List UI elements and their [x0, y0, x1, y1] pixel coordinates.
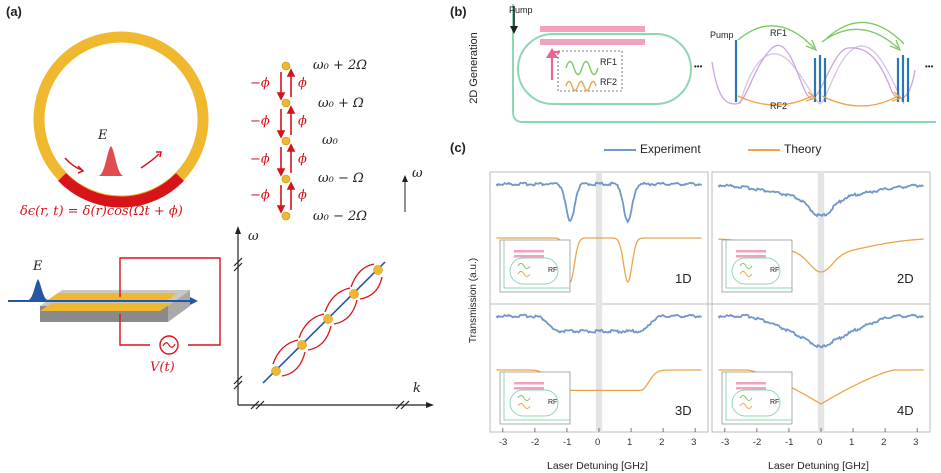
field-symbol-waveguide: E — [33, 259, 43, 274]
x-tick-label: -2 — [530, 437, 540, 448]
theory-trace-1 — [496, 237, 702, 284]
inset-rf-3d: RF — [548, 399, 558, 406]
dispersion-omega-label: ω — [248, 229, 259, 244]
experiment-trace-3 — [495, 313, 702, 335]
legend-experiment: Experiment — [640, 142, 701, 156]
ladder-left-phase-4: −ϕ — [250, 188, 270, 203]
legend-theory: Theory — [784, 142, 822, 156]
rf1-label: RF1 — [600, 57, 618, 67]
spectrum-rf2-label: RF2 — [770, 101, 788, 111]
spectrum-ellipsis-left: ••• — [694, 62, 703, 71]
ladder-left-phase-3: −ϕ — [250, 152, 270, 167]
dispersion-line — [262, 261, 386, 384]
drive-circuit — [119, 257, 221, 346]
panel-b-label: (b) — [450, 4, 467, 19]
pulse-shape-ring — [98, 146, 124, 176]
x-tick-label: -3 — [498, 437, 508, 448]
spectrum-ellipsis-right: ••• — [925, 62, 934, 71]
ladder-left-phase-2: −ϕ — [250, 114, 270, 129]
rf2-label: RF2 — [600, 77, 618, 87]
ladder-right-phase-1: ϕ — [298, 76, 307, 91]
experiment-trace-4 — [717, 313, 924, 349]
x-tick-label: 2 — [881, 437, 887, 448]
ladder-left-phase-1: −ϕ — [250, 76, 270, 91]
ladder-level-2: ω₀ + Ω — [318, 96, 364, 111]
c-xlabel-right: Laser Detuning [GHz] — [768, 460, 869, 472]
field-symbol-ring: E — [98, 128, 108, 143]
inset-diagram-1 — [499, 239, 571, 293]
inset-rf-4d: RF — [770, 399, 780, 406]
dim-label-1d: 1D — [675, 271, 692, 286]
ladder-omega-axis-label: ω — [412, 166, 423, 181]
theory-trace-4 — [718, 369, 924, 405]
voltage-label: V(t) — [150, 360, 175, 375]
ladder-level-4: ω₀ − Ω — [318, 171, 364, 186]
pump-input-label: Pump — [509, 5, 533, 15]
c-xlabel-left: Laser Detuning [GHz] — [547, 460, 648, 472]
x-tick-label: 0 — [595, 437, 601, 448]
inset-rf-2d: RF — [770, 267, 780, 274]
inset-rf-1d: RF — [548, 267, 558, 274]
electrode-bar-2 — [540, 39, 645, 45]
x-tick-label: 1 — [627, 437, 633, 448]
rf-box — [557, 50, 623, 92]
x-tick-label: -2 — [752, 437, 762, 448]
x-tick-label: 1 — [849, 437, 855, 448]
resonator-loop — [517, 33, 692, 105]
x-tick-label: -3 — [720, 437, 730, 448]
electrode-bar-1 — [540, 26, 645, 32]
ladder-level-1: ω₀ + 2Ω — [313, 58, 368, 73]
pulse-shape-waveguide — [28, 279, 48, 300]
electrode-bottom — [40, 303, 172, 311]
panel-c-label: (c) — [450, 140, 466, 155]
panel-a-label: (a) — [6, 4, 22, 19]
x-tick-label: 3 — [691, 437, 697, 448]
ladder-level-5: ω₀ − 2Ω — [313, 209, 368, 224]
modulated-section — [58, 173, 184, 208]
ladder-level-3: ω₀ — [322, 133, 338, 148]
experiment-trace-1 — [495, 181, 702, 224]
modulation-equation: δϵ(r, t) = δ(r)cos(Ωt + ϕ) — [20, 204, 183, 219]
inset-diagram-4 — [721, 371, 793, 425]
electrode-top — [46, 293, 178, 301]
experiment-trace-2 — [717, 183, 924, 218]
spectrum-pump-label: Pump — [710, 30, 734, 40]
x-tick-label: 3 — [913, 437, 919, 448]
ladder-arrows — [276, 68, 296, 214]
spectrum-curve-green — [739, 45, 905, 105]
dim-label-3d: 3D — [675, 403, 692, 418]
spectrum-curve-pink — [711, 45, 916, 105]
dim-label-2d: 2D — [897, 271, 914, 286]
spectrum-rf1-label: RF1 — [770, 28, 788, 38]
inset-diagram-3 — [499, 371, 571, 425]
dim-label-4d: 4D — [897, 403, 914, 418]
x-tick-label: -1 — [784, 437, 794, 448]
inset-diagram-2 — [721, 239, 793, 293]
x-tick-label: 0 — [817, 437, 823, 448]
theory-trace-3 — [496, 369, 702, 392]
ladder-right-phase-2: ϕ — [298, 114, 307, 129]
dispersion-k-label: k — [413, 381, 421, 396]
x-tick-label: 2 — [659, 437, 665, 448]
ladder-dots — [281, 61, 291, 221]
ladder-right-phase-4: ϕ — [298, 188, 307, 203]
x-tick-label: -1 — [562, 437, 572, 448]
ladder-right-phase-3: ϕ — [298, 152, 307, 167]
